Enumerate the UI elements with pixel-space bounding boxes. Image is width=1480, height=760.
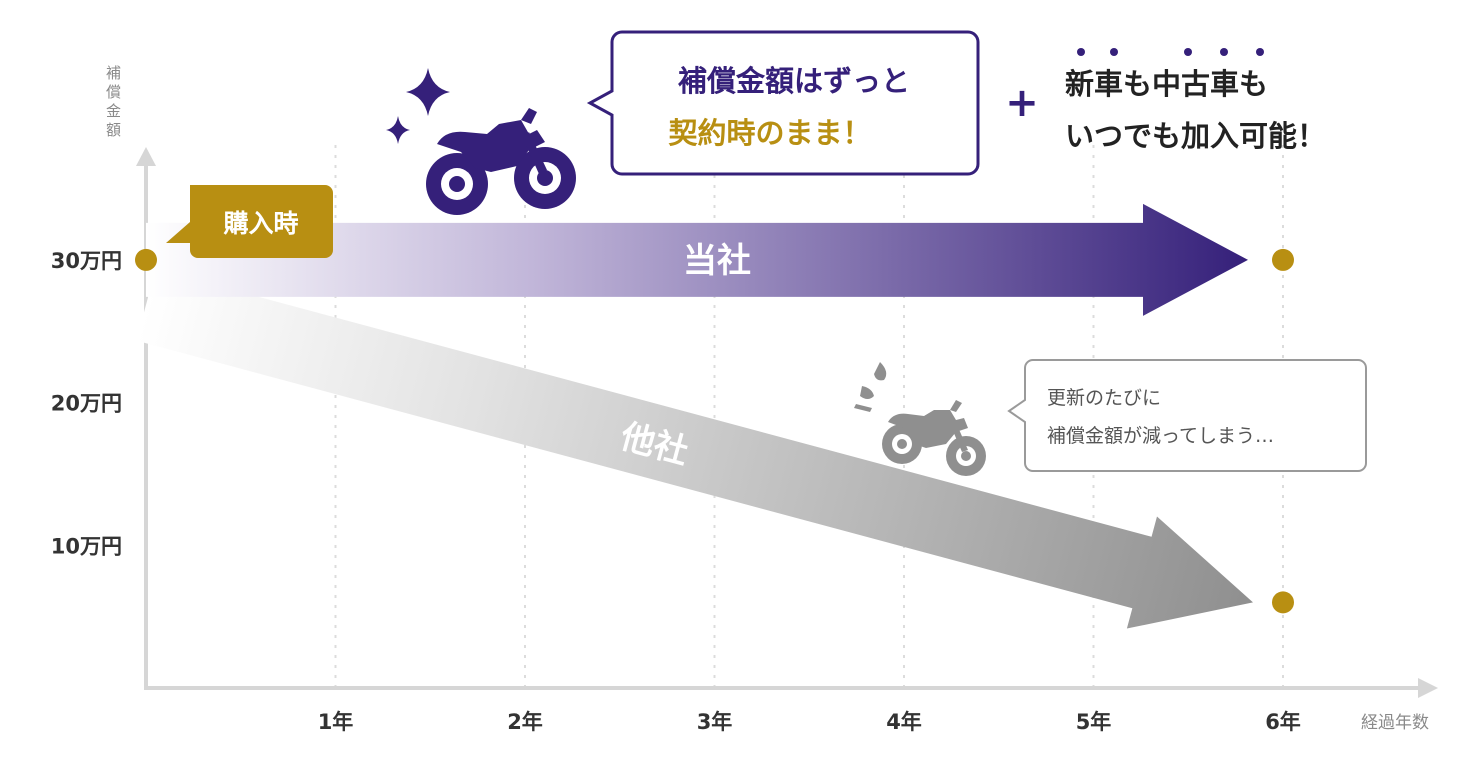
- x-axis-arrowhead: [1418, 678, 1438, 698]
- y-axis-arrowhead: [136, 147, 156, 166]
- x-axis-title: 経過年数: [1361, 713, 1429, 733]
- emphasis-dot: [1110, 48, 1118, 56]
- data-point-marker: [1272, 591, 1294, 614]
- series-ours-arrow: 当社: [146, 203, 1248, 316]
- y-axis-title: 補償金額: [104, 65, 122, 141]
- plus-sign: +: [1005, 80, 1039, 126]
- others-bubble-line2: 補償金額が減ってしまう…: [1047, 425, 1274, 447]
- y-tick-label: 20万円: [51, 392, 122, 416]
- purchase-callout: 購入時: [166, 185, 333, 258]
- others-bubble-box: [1007, 359, 1367, 472]
- sweat-drop-icon: [854, 362, 887, 412]
- x-tick-label: 3年: [697, 710, 733, 734]
- y-tick-label: 30万円: [51, 249, 122, 273]
- x-tick-label: 1年: [318, 710, 354, 734]
- sparkle-large: [406, 68, 450, 116]
- sparkle-small: [386, 116, 410, 144]
- y-axis-label: 補償金額: [104, 65, 122, 141]
- ours-bubble: 補償金額はずっと 契約時のまま！: [586, 30, 980, 176]
- emphasis-dot: [1184, 48, 1192, 56]
- ours-extra-line2: いつでも加入可能！: [1065, 119, 1326, 153]
- motorcycle-icon: [426, 108, 576, 215]
- data-point-marker: [1272, 248, 1294, 271]
- others-bubble-line1: 更新のたびに: [1047, 387, 1161, 409]
- emphasis-dot: [1077, 48, 1085, 56]
- ours-bubble-line2: 契約時のまま！: [668, 116, 871, 150]
- ours-extra-line1: 新車も中古車も: [1065, 67, 1268, 101]
- emphasis-dot: [1220, 48, 1228, 56]
- series-ours-label: 当社: [683, 241, 751, 281]
- purchase-label: 購入時: [223, 209, 298, 238]
- ours-bubble-line1: 補償金額はずっと: [677, 64, 910, 98]
- y-ticks: 10万円 20万円 30万円: [51, 249, 122, 558]
- sparkle-icon: [386, 68, 450, 144]
- x-tick-label: 5年: [1076, 710, 1112, 734]
- x-tick-label: 6年: [1265, 710, 1301, 734]
- x-tick-label: 2年: [507, 710, 543, 734]
- emphasis-dot: [1256, 48, 1264, 56]
- purchase-callout-box: [166, 185, 333, 258]
- series-others-band: [136, 269, 1253, 629]
- y-tick-label: 10万円: [51, 534, 122, 558]
- others-bubble: 更新のたびに 補償金額が減ってしまう…: [1007, 359, 1367, 472]
- x-tick-label: 4年: [886, 710, 922, 734]
- motorcycle-icon: [882, 400, 986, 476]
- series-ours-band: [146, 203, 1248, 316]
- emphasis-dots: [1077, 48, 1264, 56]
- series-others-arrow: 他社: [136, 269, 1253, 629]
- data-point-marker: [135, 248, 157, 271]
- x-ticks: 1年 2年 3年 4年 5年 6年: [318, 710, 1301, 734]
- ours-extra: + 新車も中古車も いつでも加入可能！: [1005, 48, 1326, 153]
- ours-bubble-box: [586, 30, 980, 176]
